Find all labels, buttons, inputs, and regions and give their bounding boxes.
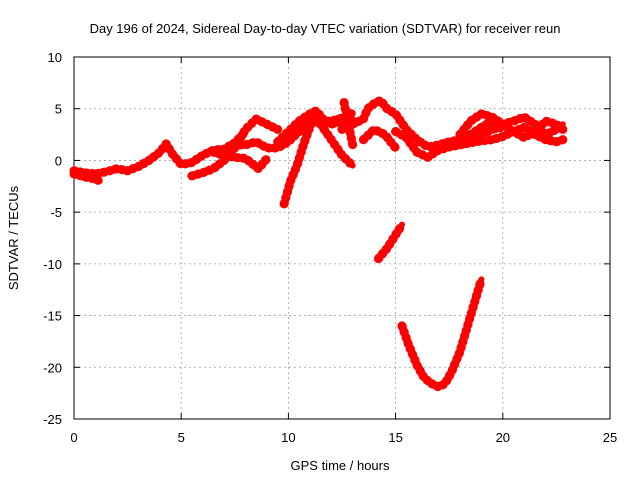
y-tick-label: -15 — [43, 309, 62, 324]
plot-frame — [73, 56, 611, 420]
x-tick-label: 15 — [388, 430, 402, 445]
series-markers-s4 — [230, 114, 283, 153]
y-tick-label: 5 — [55, 102, 62, 117]
x-tick-label: 0 — [70, 430, 77, 445]
series-layer — [69, 95, 568, 392]
y-tick-label: -10 — [43, 257, 62, 272]
series-markers-s8 — [305, 114, 358, 171]
y-tick-label: -25 — [43, 412, 62, 427]
series-markers-s7 — [279, 106, 328, 209]
x-axis-label: GPS time / hours — [291, 458, 390, 473]
y-tick-label: 10 — [48, 50, 62, 65]
series-markers-s11 — [358, 124, 401, 153]
series-markers-s12 — [391, 122, 568, 162]
series-markers-s15 — [373, 220, 407, 264]
series-markers-s5 — [208, 147, 272, 174]
x-tick-label: 25 — [603, 430, 617, 445]
tick-layer: 0 5 10 15 20 25 -25 -20 -15 -10 -5 0 5 10 — [43, 50, 617, 445]
y-tick-label: -20 — [43, 360, 62, 375]
x-tick-label: 5 — [178, 430, 185, 445]
y-tick-label: -5 — [50, 205, 62, 220]
y-tick-label: 0 — [55, 153, 62, 168]
series-markers-s10 — [339, 98, 358, 150]
series-markers-s16 — [397, 274, 486, 392]
series-markers-s14 — [466, 116, 568, 143]
y-axis-label: SDTVAR / TECUs — [6, 185, 21, 290]
x-tick-label: 20 — [496, 430, 510, 445]
x-tick-label: 10 — [281, 430, 295, 445]
series-markers-s13 — [455, 109, 568, 140]
chart-title: Day 196 of 2024, Sidereal Day-to-day VTE… — [90, 21, 561, 36]
series-markers-s2 — [69, 169, 105, 186]
